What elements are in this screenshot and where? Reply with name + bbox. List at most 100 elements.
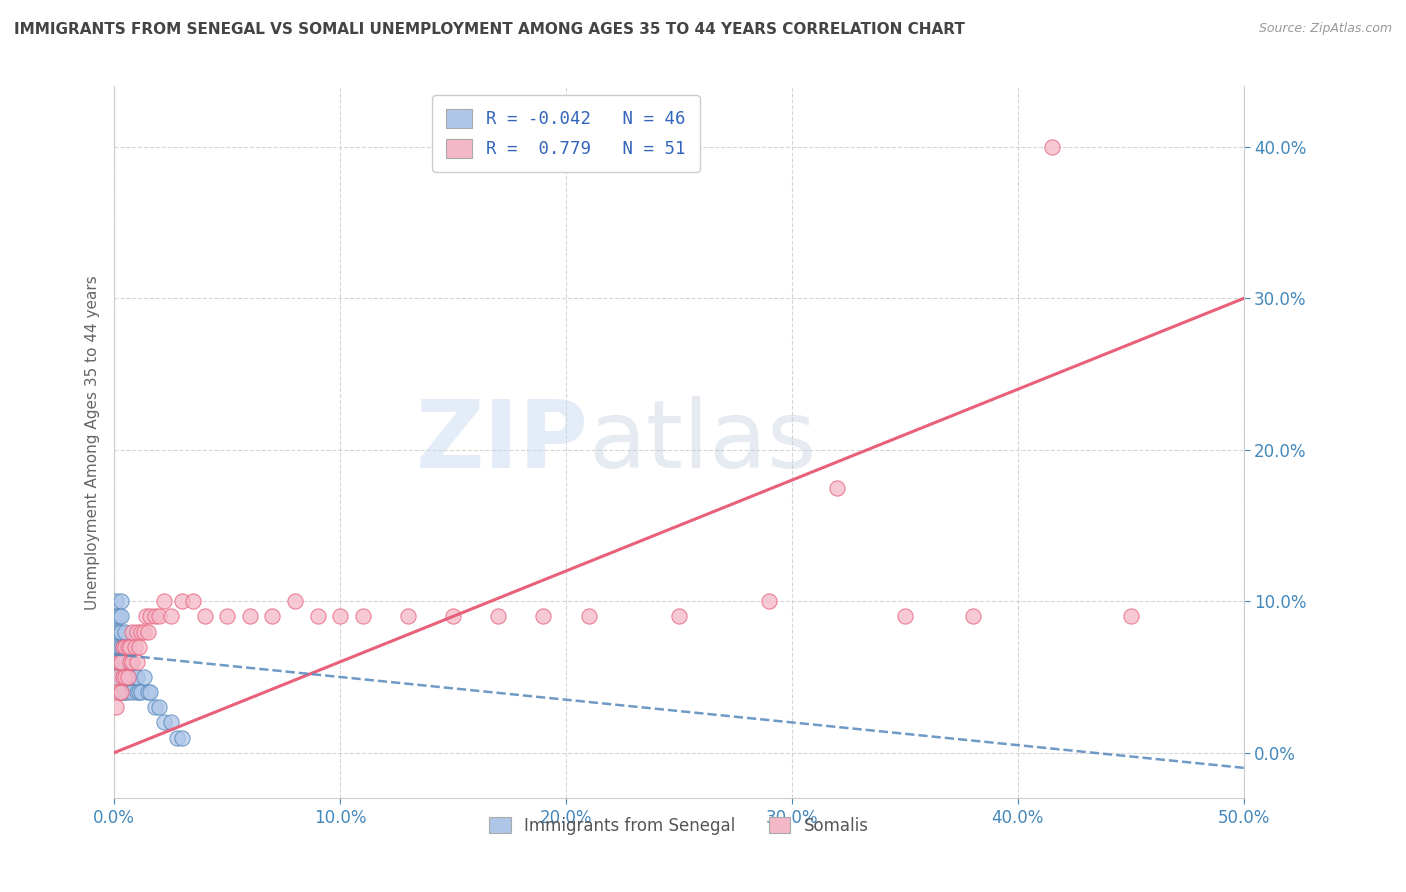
Point xyxy=(217,609,239,624)
Point xyxy=(114,640,136,654)
Point xyxy=(962,609,984,624)
Point xyxy=(107,624,129,639)
Point xyxy=(159,715,181,730)
Point xyxy=(110,655,132,669)
Point xyxy=(114,670,136,684)
Point xyxy=(105,609,128,624)
Point xyxy=(110,594,132,608)
Point xyxy=(117,670,139,684)
Point xyxy=(105,700,128,714)
Point xyxy=(1040,140,1063,154)
Point xyxy=(139,609,162,624)
Point xyxy=(114,670,136,684)
Point xyxy=(124,670,146,684)
Point xyxy=(284,594,307,608)
Point xyxy=(112,670,135,684)
Point xyxy=(352,609,374,624)
Text: IMMIGRANTS FROM SENEGAL VS SOMALI UNEMPLOYMENT AMONG AGES 35 TO 44 YEARS CORRELA: IMMIGRANTS FROM SENEGAL VS SOMALI UNEMPL… xyxy=(14,22,965,37)
Point xyxy=(148,609,170,624)
Point xyxy=(125,624,148,639)
Point xyxy=(132,624,155,639)
Point xyxy=(121,624,143,639)
Point xyxy=(193,609,215,624)
Point xyxy=(112,640,135,654)
Point xyxy=(307,609,329,624)
Point xyxy=(139,685,162,699)
Point xyxy=(107,655,129,669)
Point xyxy=(105,655,128,669)
Point xyxy=(110,655,132,669)
Point xyxy=(486,609,509,624)
Point xyxy=(114,640,136,654)
Point xyxy=(117,670,139,684)
Point xyxy=(114,655,136,669)
Point xyxy=(181,594,204,608)
Point xyxy=(110,624,132,639)
Point xyxy=(107,640,129,654)
Point xyxy=(136,624,159,639)
Point xyxy=(107,655,129,669)
Point xyxy=(825,481,848,495)
Point xyxy=(135,609,157,624)
Point xyxy=(136,685,159,699)
Point xyxy=(125,685,148,699)
Y-axis label: Unemployment Among Ages 35 to 44 years: Unemployment Among Ages 35 to 44 years xyxy=(86,275,100,609)
Point xyxy=(153,715,176,730)
Text: Source: ZipAtlas.com: Source: ZipAtlas.com xyxy=(1258,22,1392,36)
Point xyxy=(262,609,284,624)
Point xyxy=(129,624,152,639)
Point xyxy=(128,640,150,654)
Point xyxy=(143,609,166,624)
Point xyxy=(110,609,132,624)
Point xyxy=(143,700,166,714)
Point xyxy=(668,609,690,624)
Point xyxy=(159,609,181,624)
Point xyxy=(121,685,143,699)
Point xyxy=(132,670,155,684)
Point xyxy=(112,685,135,699)
Point xyxy=(166,731,188,745)
Point xyxy=(110,685,132,699)
Point xyxy=(128,685,150,699)
Point xyxy=(121,655,143,669)
Point xyxy=(170,594,193,608)
Text: ZIP: ZIP xyxy=(416,396,589,488)
Point xyxy=(153,594,176,608)
Point xyxy=(531,609,554,624)
Point xyxy=(894,609,917,624)
Point xyxy=(110,685,132,699)
Point xyxy=(117,685,139,699)
Point xyxy=(124,640,146,654)
Point xyxy=(758,594,780,608)
Point xyxy=(1119,609,1142,624)
Point xyxy=(114,685,136,699)
Point xyxy=(125,670,148,684)
Point xyxy=(396,609,419,624)
Point xyxy=(118,655,141,669)
Point xyxy=(110,640,132,654)
Point xyxy=(118,655,141,669)
Point xyxy=(112,670,135,684)
Point xyxy=(114,624,136,639)
Point xyxy=(125,655,148,669)
Point xyxy=(107,609,129,624)
Point xyxy=(105,594,128,608)
Point xyxy=(239,609,262,624)
Point xyxy=(117,655,139,669)
Point xyxy=(107,670,129,684)
Point xyxy=(129,685,152,699)
Point xyxy=(118,640,141,654)
Point xyxy=(329,609,352,624)
Point xyxy=(148,700,170,714)
Point xyxy=(117,640,139,654)
Point xyxy=(107,685,129,699)
Point xyxy=(105,624,128,639)
Legend: Immigrants from Senegal, Somalis: Immigrants from Senegal, Somalis xyxy=(481,808,877,843)
Point xyxy=(121,670,143,684)
Point xyxy=(170,731,193,745)
Point xyxy=(112,655,135,669)
Point xyxy=(110,670,132,684)
Point xyxy=(112,640,135,654)
Point xyxy=(578,609,600,624)
Point xyxy=(441,609,464,624)
